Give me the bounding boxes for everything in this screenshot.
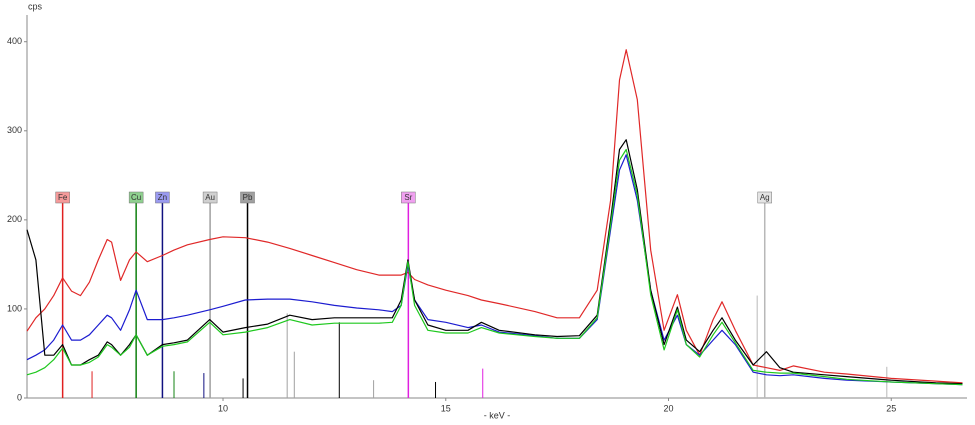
x-axis-label: - keV - [484,410,511,420]
x-tick-label: 20 [664,403,674,413]
y-tick-label: 400 [7,36,22,46]
element-label: Cu [131,193,141,202]
element-label-box [401,191,416,204]
x-tick-label: 15 [441,403,451,413]
x-tick-label: 25 [886,403,896,413]
element-label: Ag [760,193,770,202]
element-label-box [757,191,772,204]
element-label: Sr [404,193,412,202]
series-line [26,154,963,386]
element-label-box [55,191,70,204]
element-label: Fe [58,193,68,202]
element-label: Au [205,193,215,202]
series-line [26,49,963,384]
element-label-box [128,191,144,204]
element-label: Pb [243,193,253,202]
series-line [26,139,963,385]
x-tick-label: 10 [218,403,228,413]
element-label-box [155,191,170,204]
element-label: Zn [158,193,167,202]
element-label-box [240,191,255,204]
element-label-box [202,191,218,204]
y-tick-label: 300 [7,125,22,135]
y-tick-label: 0 [17,392,22,402]
series-line [26,148,963,386]
y-tick-label: 200 [7,214,22,224]
y-axis-label: cps [28,1,43,11]
y-tick-label: 100 [7,303,22,313]
